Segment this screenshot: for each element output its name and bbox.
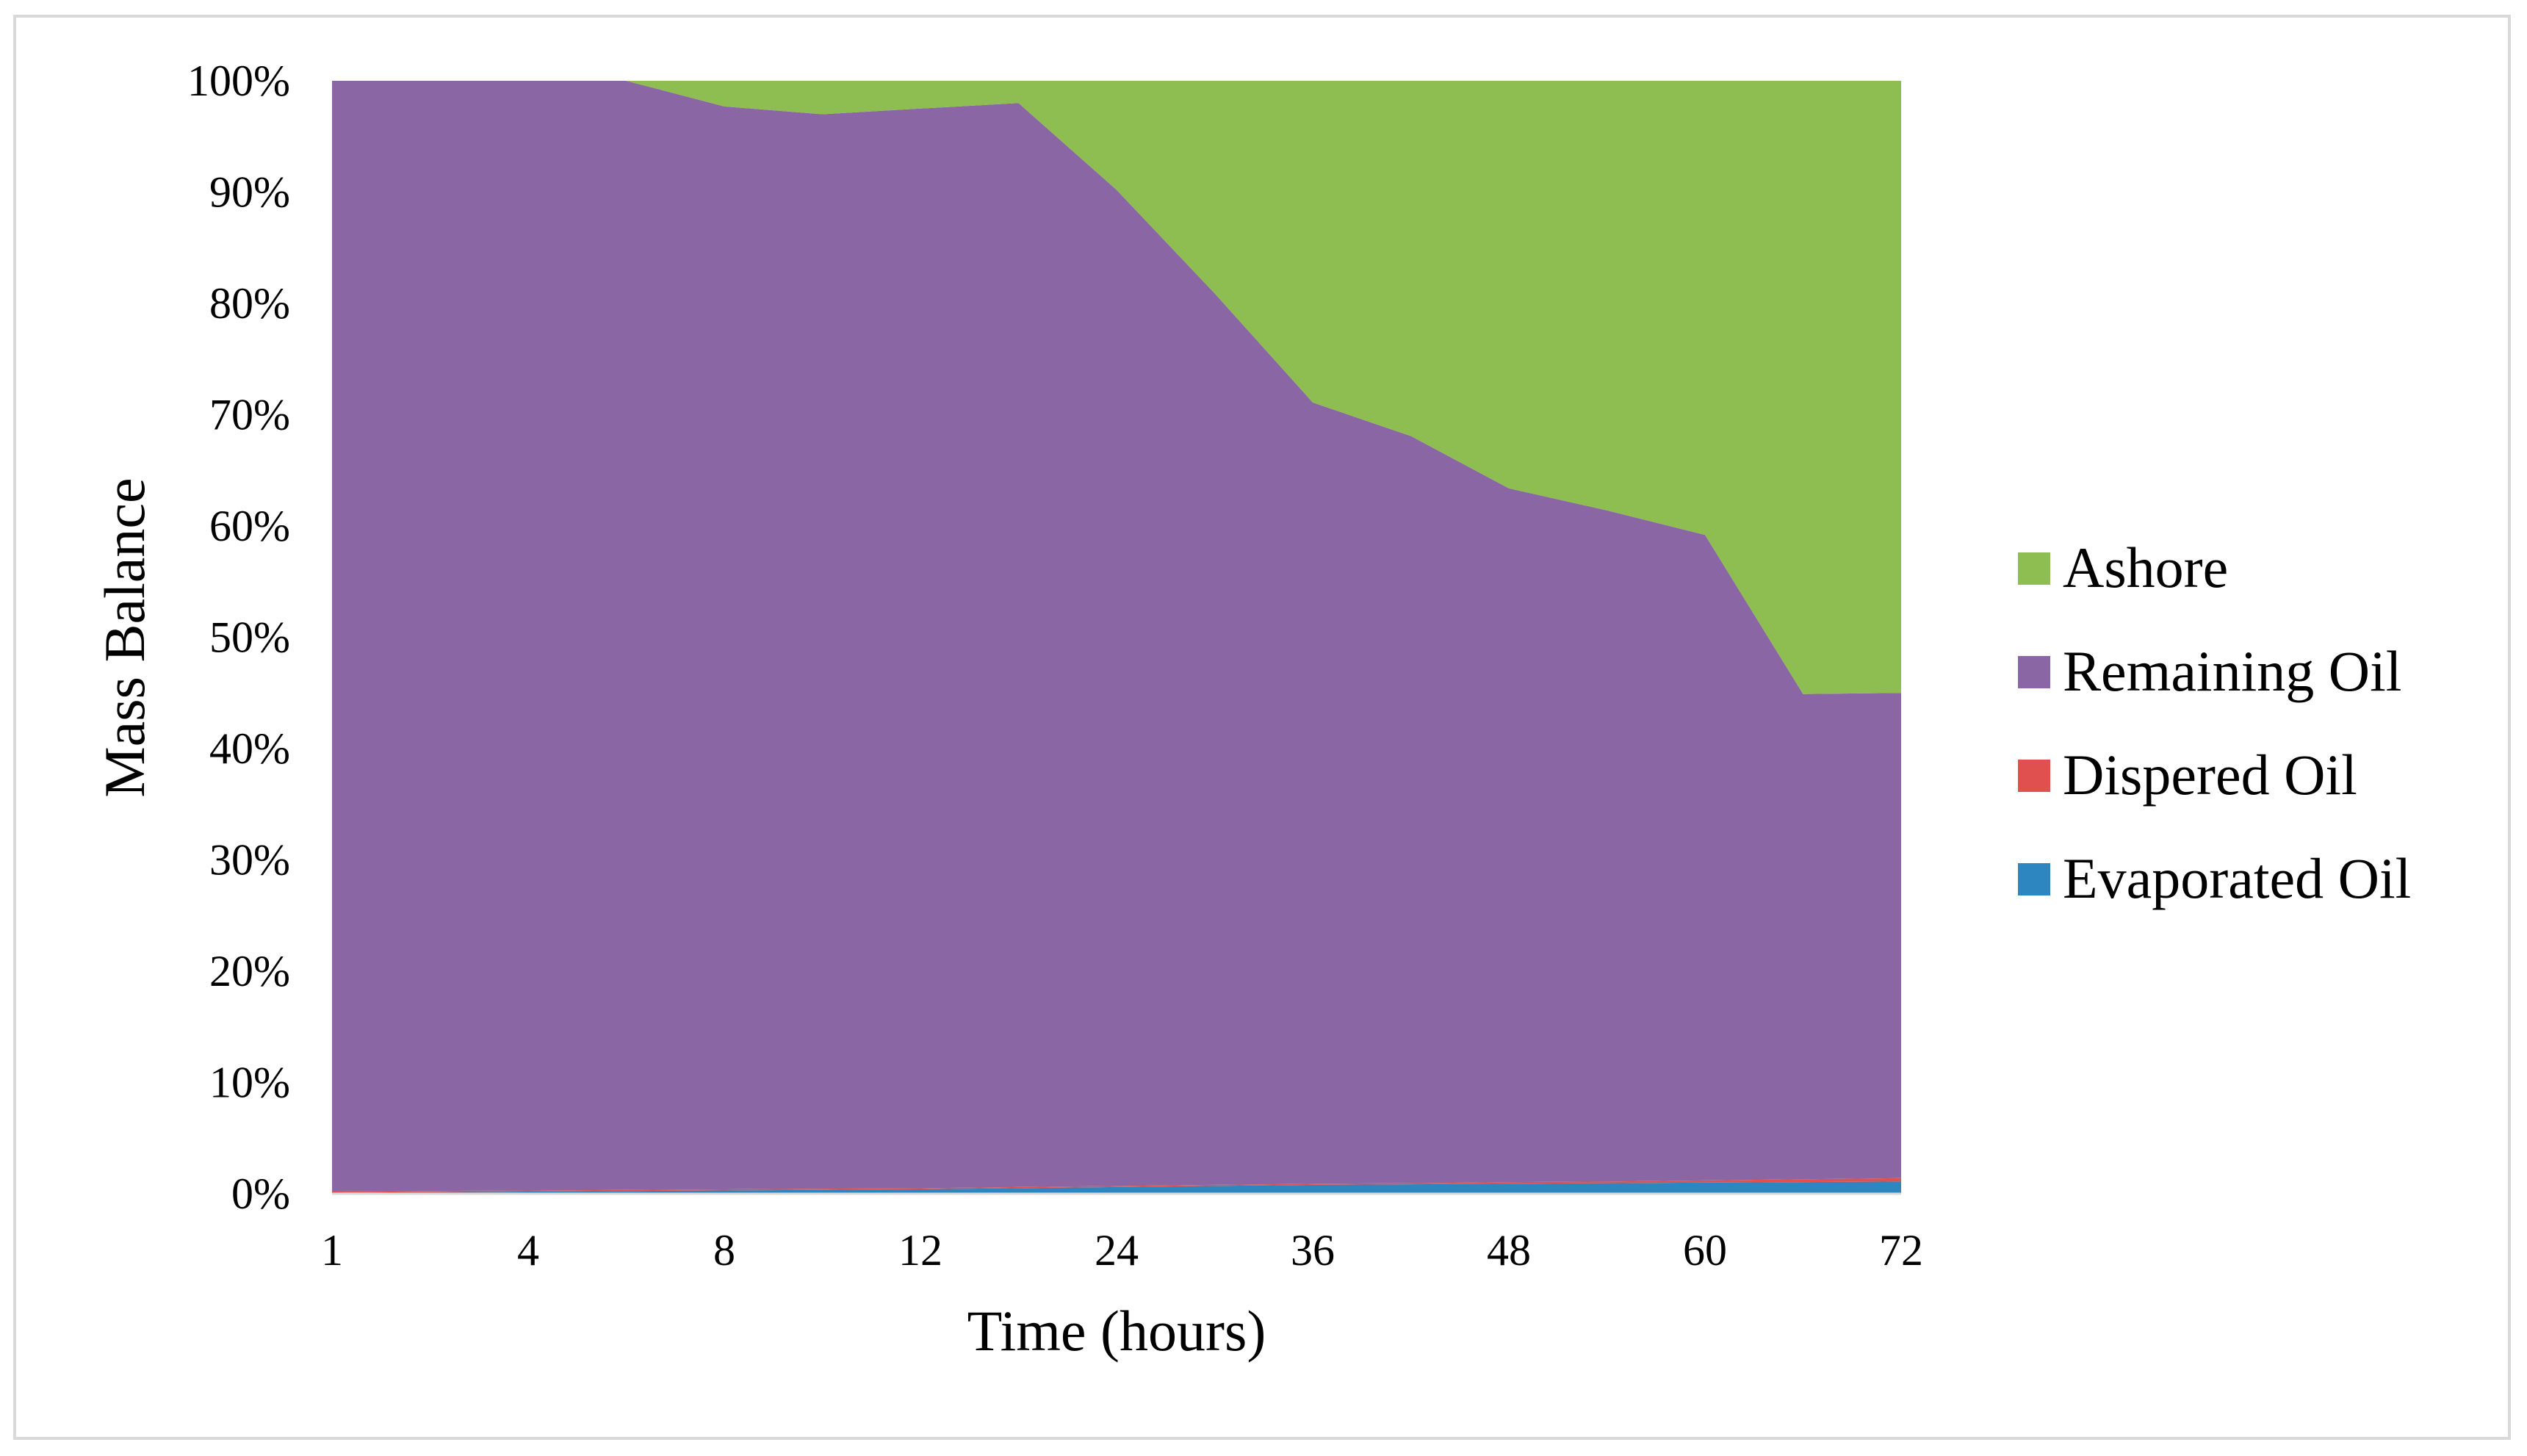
x-tick-label: 1 (321, 1226, 343, 1275)
area-evaporated-oil (332, 1181, 1901, 1194)
legend: Ashore Remaining Oil Dispered Oil Evaporate… (2018, 536, 2411, 910)
x-tick-label: 4 (517, 1226, 539, 1275)
y-tick-label: 0% (231, 1170, 290, 1218)
x-tick-label: 72 (1879, 1226, 1923, 1275)
x-axis: 1 4 8 12 24 36 48 60 72 (321, 1192, 1923, 1275)
legend-swatch-ashore (2018, 552, 2050, 585)
legend-label-ashore: Ashore (2063, 536, 2228, 599)
x-tick-label: 24 (1095, 1226, 1139, 1275)
y-tick-label: 30% (209, 836, 290, 884)
legend-swatch-dispered-oil (2018, 760, 2050, 792)
area-series-group (332, 81, 1901, 1194)
y-tick-label: 100% (187, 57, 290, 105)
x-tick-label: 12 (898, 1226, 942, 1275)
x-tick-label: 48 (1487, 1226, 1531, 1275)
legend-label-dispered-oil: Dispered Oil (2063, 743, 2357, 807)
y-tick-label: 90% (209, 168, 290, 217)
y-axis-title: Mass Balance (93, 477, 156, 797)
y-tick-label: 70% (209, 391, 290, 439)
x-axis-title: Time (hours) (967, 1299, 1266, 1363)
x-tick-label: 36 (1291, 1226, 1335, 1275)
area-ashore (332, 81, 1901, 694)
legend-swatch-remaining-oil (2018, 656, 2050, 688)
x-tick-label: 60 (1683, 1226, 1727, 1275)
legend-label-evaporated-oil: Evaporated Oil (2063, 846, 2411, 910)
area-remaining-oil (332, 81, 1901, 1192)
y-tick-label: 60% (209, 502, 290, 550)
y-tick-label: 80% (209, 279, 290, 328)
y-tick-label: 40% (209, 724, 290, 773)
x-tick-label: 8 (713, 1226, 735, 1275)
legend-swatch-evaporated-oil (2018, 863, 2050, 895)
area-dispered-oil (332, 1178, 1901, 1193)
y-tick-label: 20% (209, 947, 290, 995)
y-axis: 0% 10% 20% 30% 40% 50% 60% 70% 80% 90% 100% (187, 57, 290, 1218)
legend-label-remaining-oil: Remaining Oil (2063, 639, 2401, 703)
y-tick-label: 10% (209, 1059, 290, 1107)
y-tick-label: 50% (209, 613, 290, 662)
